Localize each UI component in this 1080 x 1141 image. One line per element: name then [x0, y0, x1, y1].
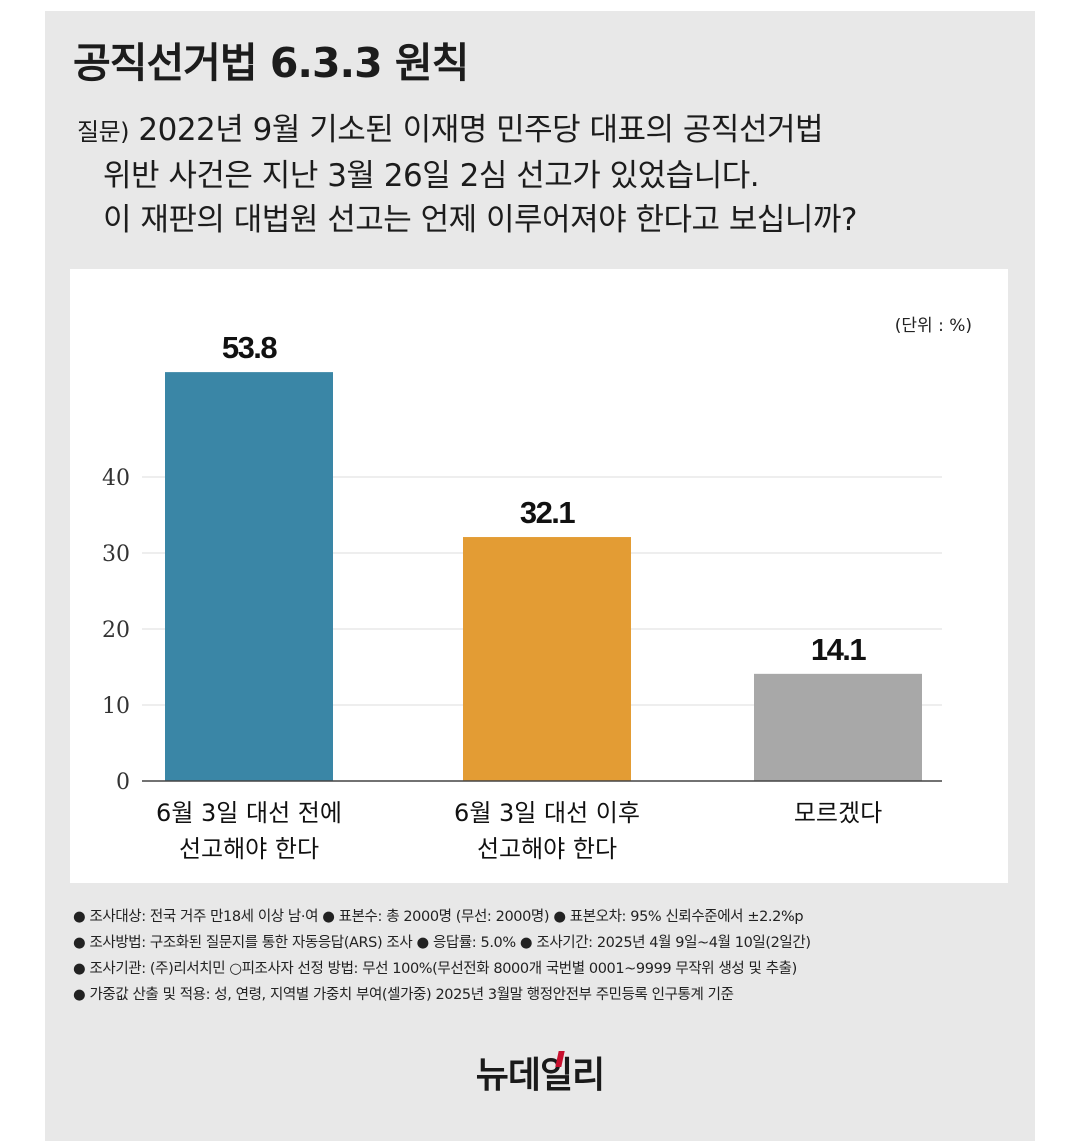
note-line: ● 가중값 산출 및 적용: 성, 연령, 지역별 가중치 부여(셀가중) 20…	[73, 987, 734, 1003]
bar	[754, 673, 922, 781]
y-tick-label: 0	[116, 770, 130, 795]
note-line: ● 조사방법: 구조화된 질문지를 통한 자동응답(ARS) 조사 ● 응답률:…	[73, 935, 811, 951]
survey-question: 질문) 2022년 9월 기소된 이재명 민주당 대표의 공직선거법 위반 사건…	[77, 108, 1022, 242]
data-label: 14.1	[811, 632, 867, 667]
survey-notes: ● 조사대상: 전국 거주 만18세 이상 남·여 ● 표본수: 총 2000명…	[73, 904, 1023, 1008]
bar	[165, 372, 333, 781]
note-line: ● 조사대상: 전국 거주 만18세 이상 남·여 ● 표본수: 총 2000명…	[73, 909, 804, 925]
data-label: 32.1	[520, 495, 576, 530]
page-title: 공직선거법 6.3.3 원칙	[73, 39, 469, 87]
y-tick-label: 30	[102, 542, 130, 567]
data-label: 53.8	[222, 330, 278, 365]
note-line: ● 조사기관: (주)리서치민 ○피조사자 선정 방법: 무선 100%(무선전…	[73, 961, 797, 977]
category-label: 6월 3일 대선 전에	[156, 799, 342, 827]
infographic-card: 공직선거법 6.3.3 원칙 질문) 2022년 9월 기소된 이재명 민주당 …	[45, 11, 1035, 1141]
bar	[463, 537, 631, 781]
category-label: 선고해야 한다	[477, 835, 617, 863]
y-tick-label: 10	[102, 694, 130, 719]
y-tick-label: 40	[102, 466, 130, 491]
y-tick-label: 20	[102, 618, 130, 643]
question-line-1: 2022년 9월 기소된 이재명 민주당 대표의 공직선거법	[138, 112, 824, 148]
brand-logo: 뉴데일리	[475, 1055, 605, 1096]
unit-label: (단위 : %)	[894, 316, 972, 336]
category-label: 모르겠다	[794, 799, 882, 827]
question-prefix: 질문)	[77, 118, 130, 146]
question-line-3: 이 재판의 대법원 선고는 언제 이루어져야 한다고 보십니까?	[103, 202, 857, 238]
question-line-2: 위반 사건은 지난 3월 26일 2심 선고가 있었습니다.	[103, 158, 760, 194]
category-label: 선고해야 한다	[179, 835, 319, 863]
category-label: 6월 3일 대선 이후	[454, 799, 640, 827]
